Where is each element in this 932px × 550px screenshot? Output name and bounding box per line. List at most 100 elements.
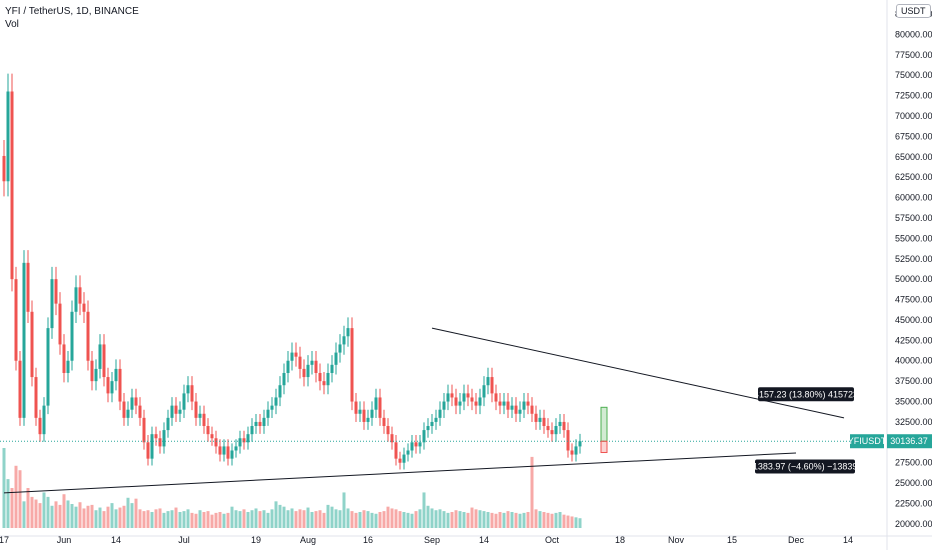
volume-bar [6, 479, 10, 528]
candle-body [298, 356, 302, 369]
volume-bar [490, 512, 494, 528]
volume-bar [334, 509, 338, 528]
volume-bar [234, 510, 238, 528]
candle-body [98, 344, 102, 369]
volume-bar [282, 506, 286, 528]
x-tick-label: 19 [251, 535, 261, 545]
candle-body [162, 430, 166, 447]
x-tick-label: 17 [0, 535, 9, 545]
volume-bar [478, 510, 482, 528]
currency-badge[interactable]: USDT [896, 4, 931, 18]
volume-bar [310, 512, 314, 528]
candle-body [62, 344, 66, 373]
candle-body [134, 397, 138, 406]
volume-bar [330, 506, 334, 528]
volume-bar [510, 512, 514, 528]
volume-bar [138, 509, 142, 528]
candle-body [90, 360, 94, 382]
volume-bar [74, 506, 78, 528]
candle-body [130, 397, 134, 410]
volume-bar [10, 488, 14, 528]
candle-body [378, 397, 382, 418]
volume-bar [198, 510, 202, 528]
volume-bar [254, 508, 258, 528]
candle-body [254, 421, 258, 427]
volume-bar [514, 512, 518, 528]
candle-body [282, 372, 286, 386]
volume-bar [134, 498, 138, 528]
candle-body [558, 421, 562, 427]
symbol-tag-label: YFIUSDT [848, 436, 887, 446]
candle-body [238, 438, 242, 447]
candle-body [166, 417, 170, 431]
volume-bar [294, 511, 298, 528]
volume-bar [546, 512, 550, 528]
x-tick-label: 14 [479, 535, 489, 545]
volume-bar [230, 506, 234, 528]
candle-body [486, 377, 490, 386]
volume-bar [494, 513, 498, 528]
candle-body [358, 409, 362, 414]
candle-body [374, 397, 378, 410]
candle-body [318, 372, 322, 382]
volume-bar [2, 448, 6, 528]
candle-body [270, 405, 274, 410]
candle-body [498, 401, 502, 406]
volume-bar [438, 509, 442, 528]
volume-bar [426, 505, 430, 528]
candle-body [50, 279, 54, 329]
candle-body [490, 377, 494, 394]
volume-bar [422, 492, 426, 528]
candle-body [82, 303, 86, 312]
volume-bar [290, 508, 294, 528]
y-tick-label: 37500.00 [895, 376, 932, 386]
volume-bar [54, 501, 58, 528]
candle-body [410, 442, 414, 451]
candle-body [366, 417, 370, 422]
volume-bar [130, 503, 134, 528]
candle-body [230, 450, 234, 459]
volume-bar [106, 506, 110, 528]
candle-body [114, 368, 118, 382]
volume-bar [378, 512, 382, 528]
candle-body [110, 381, 114, 394]
symbol-title: YFI / TetherUS, 1D, BINANCE [5, 6, 139, 17]
y-tick-label: 75000.00 [895, 70, 932, 80]
volume-bar [46, 496, 50, 528]
volume-bar [82, 508, 86, 528]
volume-bar [110, 503, 114, 528]
candle-body [454, 397, 458, 406]
candle-body [482, 385, 486, 398]
candle-body [526, 401, 530, 406]
volume-bar [42, 492, 46, 528]
candle-body [398, 458, 402, 463]
candle-body [478, 397, 482, 406]
candle-body [502, 401, 506, 406]
volume-bar [370, 512, 374, 528]
volume-bar [454, 510, 458, 528]
candle-body [578, 441, 582, 447]
volume-bar [374, 513, 378, 528]
x-tick-label: Oct [545, 535, 560, 545]
y-tick-label: 32500.00 [895, 417, 932, 427]
volume-bar [398, 511, 402, 528]
volume-bar [222, 513, 226, 528]
candle-body [330, 364, 334, 373]
volume-bar [486, 512, 490, 528]
candle-body [538, 417, 542, 422]
x-tick-label: 15 [727, 535, 737, 545]
x-tick-label: 16 [363, 535, 373, 545]
candle-body [186, 385, 190, 394]
volume-bar [534, 509, 538, 528]
candle-body [370, 409, 374, 418]
candle-body [338, 344, 342, 353]
x-tick-label: Jun [57, 535, 72, 545]
volume-bar [430, 508, 434, 528]
volume-bar [126, 497, 130, 528]
volume-bar [342, 492, 346, 528]
volume-bar [406, 512, 410, 528]
volume-bar [434, 510, 438, 528]
volume-bar [246, 512, 250, 528]
candle-body [158, 438, 162, 447]
